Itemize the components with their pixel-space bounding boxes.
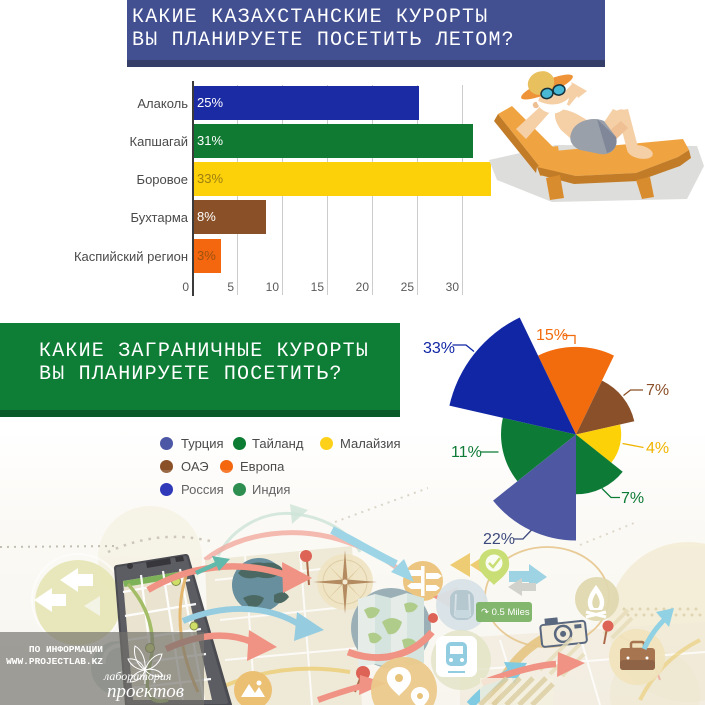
- svg-text:↷ 0.5 Miles: ↷ 0.5 Miles: [481, 607, 530, 618]
- svg-text:лаборатория: лаборатория: [103, 669, 172, 683]
- svg-text:проектов: проектов: [107, 681, 184, 702]
